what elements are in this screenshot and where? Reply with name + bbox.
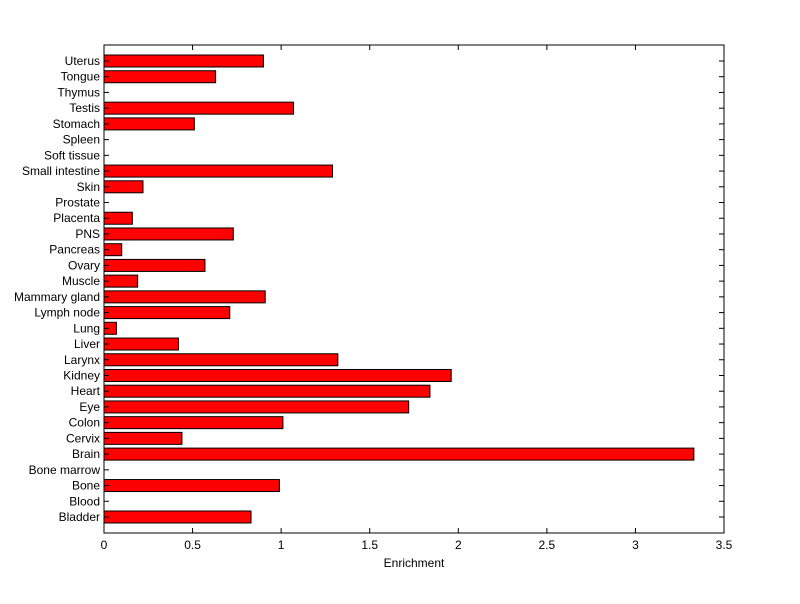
bar xyxy=(103,368,452,382)
bar xyxy=(103,384,431,398)
bar xyxy=(103,117,195,131)
bar xyxy=(103,431,183,445)
y-tick-label: Brain xyxy=(72,447,100,461)
y-tick-label: Mammary gland xyxy=(14,290,100,304)
y-tick-label: Tongue xyxy=(61,70,101,84)
y-tick-label: Colon xyxy=(69,416,100,430)
y-tick-label: Spleen xyxy=(63,133,100,147)
x-tick-label: 0.5 xyxy=(184,538,201,552)
bar xyxy=(103,400,410,414)
bar xyxy=(103,258,206,272)
bar xyxy=(103,101,295,115)
y-tick-label: Bone marrow xyxy=(29,463,101,477)
y-tick-label: Muscle xyxy=(62,274,100,288)
y-tick-label: Cervix xyxy=(66,431,100,445)
bar xyxy=(103,54,264,68)
y-tick-label: Bladder xyxy=(59,510,100,524)
bar xyxy=(103,416,284,430)
y-tick-label: Lung xyxy=(73,321,100,335)
x-tick-label: 2.5 xyxy=(539,538,556,552)
y-tick-label: Uterus xyxy=(65,54,100,68)
x-axis-label: Enrichment xyxy=(384,556,445,570)
bar xyxy=(103,447,695,461)
bar xyxy=(103,227,234,241)
bar xyxy=(103,274,139,288)
ticks-layer xyxy=(103,45,725,533)
y-tick-label: Placenta xyxy=(53,211,100,225)
x-tick-label: 0 xyxy=(101,538,108,552)
y-tick-label: Blood xyxy=(69,494,100,508)
y-tick-label: Small intestine xyxy=(22,164,100,178)
bar xyxy=(103,70,217,84)
y-tick-label: Heart xyxy=(71,384,101,398)
bar xyxy=(103,337,179,351)
bar xyxy=(103,290,266,304)
y-tick-label: Skin xyxy=(77,180,100,194)
x-tick-label: 3 xyxy=(632,538,639,552)
y-tick-label: Eye xyxy=(79,400,100,414)
y-tick-label: Prostate xyxy=(55,196,100,210)
y-tick-label: Soft tissue xyxy=(44,148,100,162)
x-tick-label: 1.5 xyxy=(361,538,378,552)
x-tick-label: 2 xyxy=(455,538,462,552)
x-tick-label: 1 xyxy=(278,538,285,552)
y-tick-label: Testis xyxy=(69,101,100,115)
y-tick-label: Liver xyxy=(74,337,100,351)
bar xyxy=(103,180,144,194)
bar xyxy=(103,510,252,524)
y-tick-label: Thymus xyxy=(57,85,100,99)
plot-frame xyxy=(103,44,725,534)
y-tick-label: Lymph node xyxy=(34,306,100,320)
y-tick-label: Kidney xyxy=(63,368,100,382)
y-tick-label: Ovary xyxy=(68,258,100,272)
y-tick-label: Bone xyxy=(72,479,100,493)
y-tick-label: PNS xyxy=(75,227,100,241)
y-tick-label: Larynx xyxy=(64,353,100,367)
bar xyxy=(103,306,231,320)
bar xyxy=(103,479,280,493)
y-tick-label: Pancreas xyxy=(49,243,100,257)
bar xyxy=(103,353,339,367)
y-tick-label: Stomach xyxy=(53,117,100,131)
bar xyxy=(103,164,334,178)
x-tick-label: 3.5 xyxy=(716,538,733,552)
